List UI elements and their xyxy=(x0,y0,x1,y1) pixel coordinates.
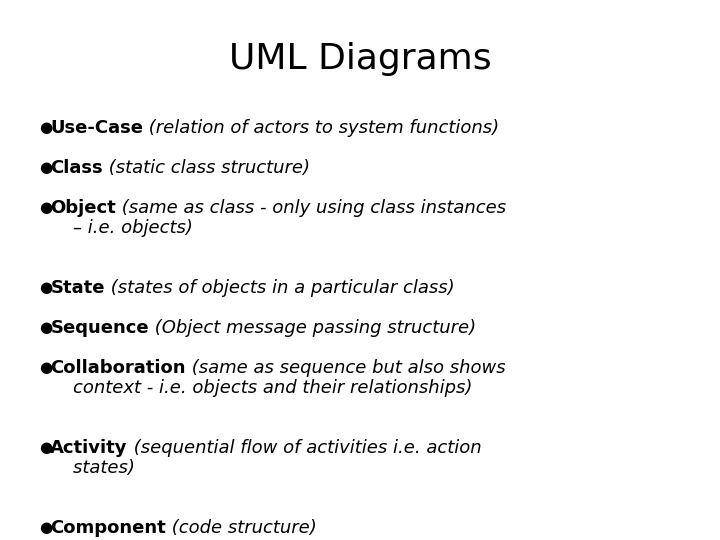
Text: states): states) xyxy=(50,459,135,477)
Text: ●: ● xyxy=(40,441,53,456)
Text: (same as sequence but also shows: (same as sequence but also shows xyxy=(186,359,505,377)
Text: ●: ● xyxy=(40,160,53,176)
Text: Class: Class xyxy=(50,159,103,177)
Text: ●: ● xyxy=(40,120,53,136)
Text: ●: ● xyxy=(40,280,53,295)
Text: ●: ● xyxy=(40,361,53,375)
Text: ●: ● xyxy=(40,321,53,335)
Text: Object: Object xyxy=(50,199,116,217)
Text: Activity: Activity xyxy=(50,439,128,457)
Text: State: State xyxy=(50,279,105,297)
Text: (code structure): (code structure) xyxy=(166,519,317,537)
Text: Component: Component xyxy=(50,519,166,537)
Text: ●: ● xyxy=(40,200,53,215)
Text: Use-Case: Use-Case xyxy=(50,119,143,137)
Text: (same as class - only using class instances: (same as class - only using class instan… xyxy=(116,199,506,217)
Text: UML Diagrams: UML Diagrams xyxy=(229,42,491,76)
Text: – i.e. objects): – i.e. objects) xyxy=(50,219,193,237)
Text: (sequential flow of activities i.e. action: (sequential flow of activities i.e. acti… xyxy=(128,439,482,457)
Text: (states of objects in a particular class): (states of objects in a particular class… xyxy=(105,279,454,297)
Text: (static class structure): (static class structure) xyxy=(103,159,310,177)
Text: ●: ● xyxy=(40,521,53,536)
Text: (Object message passing structure): (Object message passing structure) xyxy=(149,319,476,337)
Text: Collaboration: Collaboration xyxy=(50,359,186,377)
Text: (relation of actors to system functions): (relation of actors to system functions) xyxy=(143,119,500,137)
Text: context - i.e. objects and their relationships): context - i.e. objects and their relatio… xyxy=(50,379,473,397)
Text: Sequence: Sequence xyxy=(50,319,149,337)
